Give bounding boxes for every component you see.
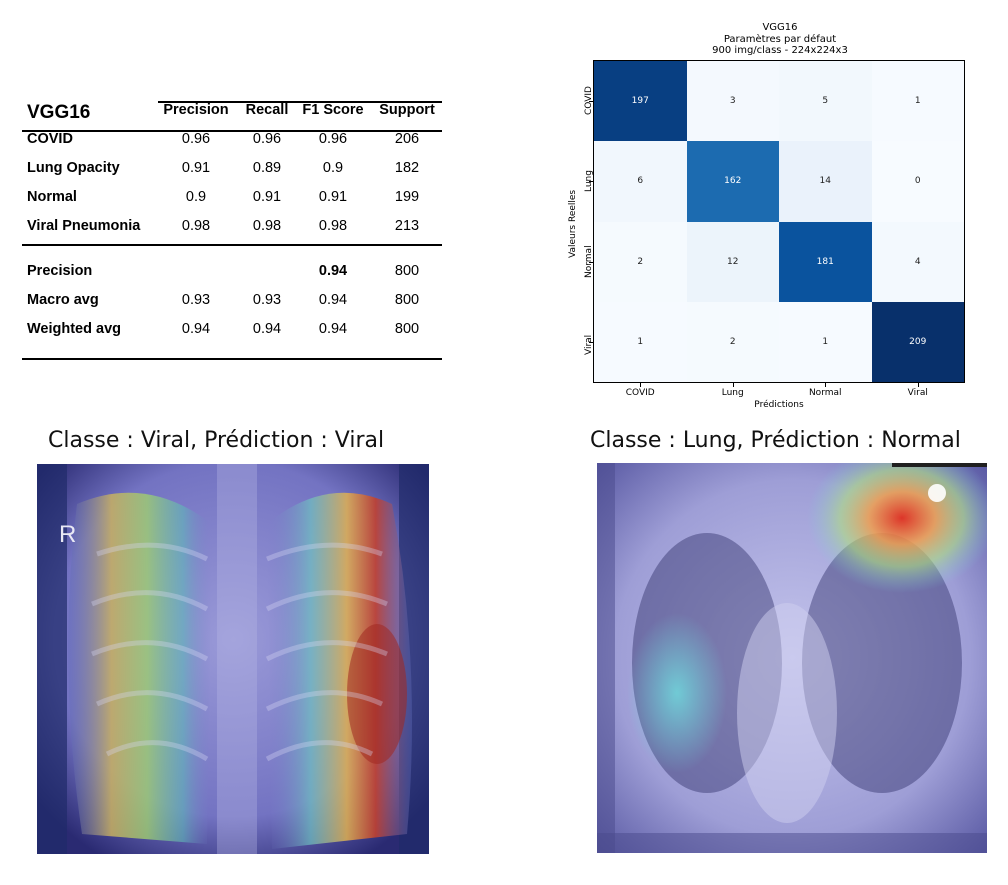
cm-title-line: VGG16 [762, 22, 798, 33]
header-support: Support [379, 102, 435, 118]
table-row: COVID 0.96 0.96 0.96 206 [22, 125, 442, 154]
cm-y-tick-mark [589, 261, 593, 263]
table-bottom-rule [22, 358, 442, 360]
cm-cell: 1 [779, 301, 872, 382]
cm-cell: 1 [594, 301, 687, 382]
xray-image-viral: R [37, 464, 429, 854]
table-section-rule [22, 244, 442, 246]
row-label: Lung Opacity [27, 160, 120, 176]
confusion-matrix-title: VGG16 Paramètres par défaut 900 img/clas… [580, 22, 980, 57]
cm-cell: 181 [779, 221, 872, 302]
support-value: 213 [394, 218, 420, 234]
recall-value: 0.96 [252, 131, 282, 147]
cm-x-tick-label: Viral [907, 388, 928, 398]
confusion-matrix: 197 3 5 1 6 162 14 0 2 12 181 4 1 2 1 209 [593, 60, 965, 383]
table-top-rule [158, 101, 442, 103]
cm-cell: 197 [594, 61, 687, 142]
f1-value: 0.94 [318, 292, 348, 308]
header-f1-score: F1 Score [302, 102, 364, 118]
header-recall: Recall [245, 102, 289, 118]
cm-x-tick-label: COVID [625, 388, 655, 398]
cm-cell: 162 [686, 141, 779, 222]
image-caption-viral: Classe : Viral, Prédiction : Viral [48, 428, 385, 453]
cm-subtitle-line-1: Paramètres par défaut [723, 33, 837, 45]
cm-cell: 14 [779, 141, 872, 222]
table-row: Precision 0.94 800 [22, 257, 442, 286]
precision-value: 0.9 [185, 189, 207, 205]
support-value: 206 [394, 131, 420, 147]
xray-gradcam-lung [597, 463, 987, 853]
precision-value: 0.93 [181, 292, 211, 308]
row-label: Precision [27, 263, 93, 279]
table-row: Lung Opacity 0.91 0.89 0.9 182 [22, 154, 442, 183]
cm-y-tick-mark [589, 101, 593, 103]
xray-gradcam-viral: R [37, 464, 429, 854]
recall-value: 0.94 [252, 321, 282, 337]
cm-x-tick-mark [732, 383, 734, 387]
table-row: Normal 0.9 0.91 0.91 199 [22, 183, 442, 212]
recall-value: 0.89 [252, 160, 282, 176]
f1-value: 0.94 [318, 321, 348, 337]
cm-cell: 4 [871, 221, 964, 302]
recall-value [236, 257, 298, 286]
row-label: Normal [27, 189, 77, 205]
table-row: Viral Pneumonia 0.98 0.98 0.98 213 [22, 212, 442, 241]
header-precision: Precision [163, 102, 229, 118]
cm-cell: 1 [871, 61, 964, 142]
cm-x-axis-label: Prédictions [754, 400, 804, 410]
f1-value: 0.91 [318, 189, 348, 205]
table-header-rule [22, 130, 442, 132]
support-value: 182 [394, 160, 420, 176]
f1-value: 0.98 [318, 218, 348, 234]
support-value: 800 [394, 292, 420, 308]
cm-y-tick-mark [589, 341, 593, 343]
recall-value: 0.93 [252, 292, 282, 308]
support-value: 199 [394, 189, 420, 205]
row-label: Viral Pneumonia [27, 218, 141, 234]
cm-y-tick-label: Viral [584, 335, 594, 356]
xray-side-marker: R [59, 521, 76, 548]
precision-value: 0.96 [181, 131, 211, 147]
cm-cell: 6 [594, 141, 687, 222]
f1-value: 0.96 [318, 131, 348, 147]
cm-x-tick-mark [640, 383, 642, 387]
cm-y-tick-mark [589, 181, 593, 183]
cm-cell: 209 [871, 301, 964, 382]
table-header-row: VGG16 Precision Recall F1 Score Support [22, 96, 442, 125]
f1-value: 0.9 [322, 160, 344, 176]
cm-x-tick-mark [825, 383, 827, 387]
precision-value: 0.94 [181, 321, 211, 337]
row-label: Macro avg [27, 292, 99, 308]
cm-y-axis-label: Valeurs Reelles [568, 189, 578, 258]
cm-cell: 2 [594, 221, 687, 302]
cm-x-tick-label: Lung [721, 388, 744, 398]
f1-value: 0.94 [318, 263, 348, 279]
row-label: COVID [27, 131, 73, 147]
table-row: Macro avg 0.93 0.93 0.94 800 [22, 286, 442, 315]
table-row: Weighted avg 0.94 0.94 0.94 800 [22, 315, 442, 344]
precision-value: 0.91 [181, 160, 211, 176]
support-value: 800 [394, 263, 420, 279]
image-caption-lung: Classe : Lung, Prédiction : Normal [590, 428, 961, 453]
xray-image-lung [597, 463, 987, 853]
cm-cell: 12 [686, 221, 779, 302]
row-label: Weighted avg [27, 321, 121, 337]
precision-value [162, 257, 230, 286]
cm-cell: 0 [871, 141, 964, 222]
support-value: 800 [394, 321, 420, 337]
cm-x-tick-mark [917, 383, 919, 387]
precision-value: 0.98 [181, 218, 211, 234]
cm-cell: 5 [779, 61, 872, 142]
recall-value: 0.98 [252, 218, 282, 234]
cm-subtitle-line-2: 900 img/class - 224x224x3 [712, 45, 848, 56]
cm-cell: 2 [686, 301, 779, 382]
metrics-table: VGG16 Precision Recall F1 Score Support … [22, 96, 442, 344]
table-title: VGG16 [27, 102, 91, 123]
cm-cell: 3 [686, 61, 779, 142]
cm-x-tick-label: Normal [808, 388, 842, 398]
recall-value: 0.91 [252, 189, 282, 205]
